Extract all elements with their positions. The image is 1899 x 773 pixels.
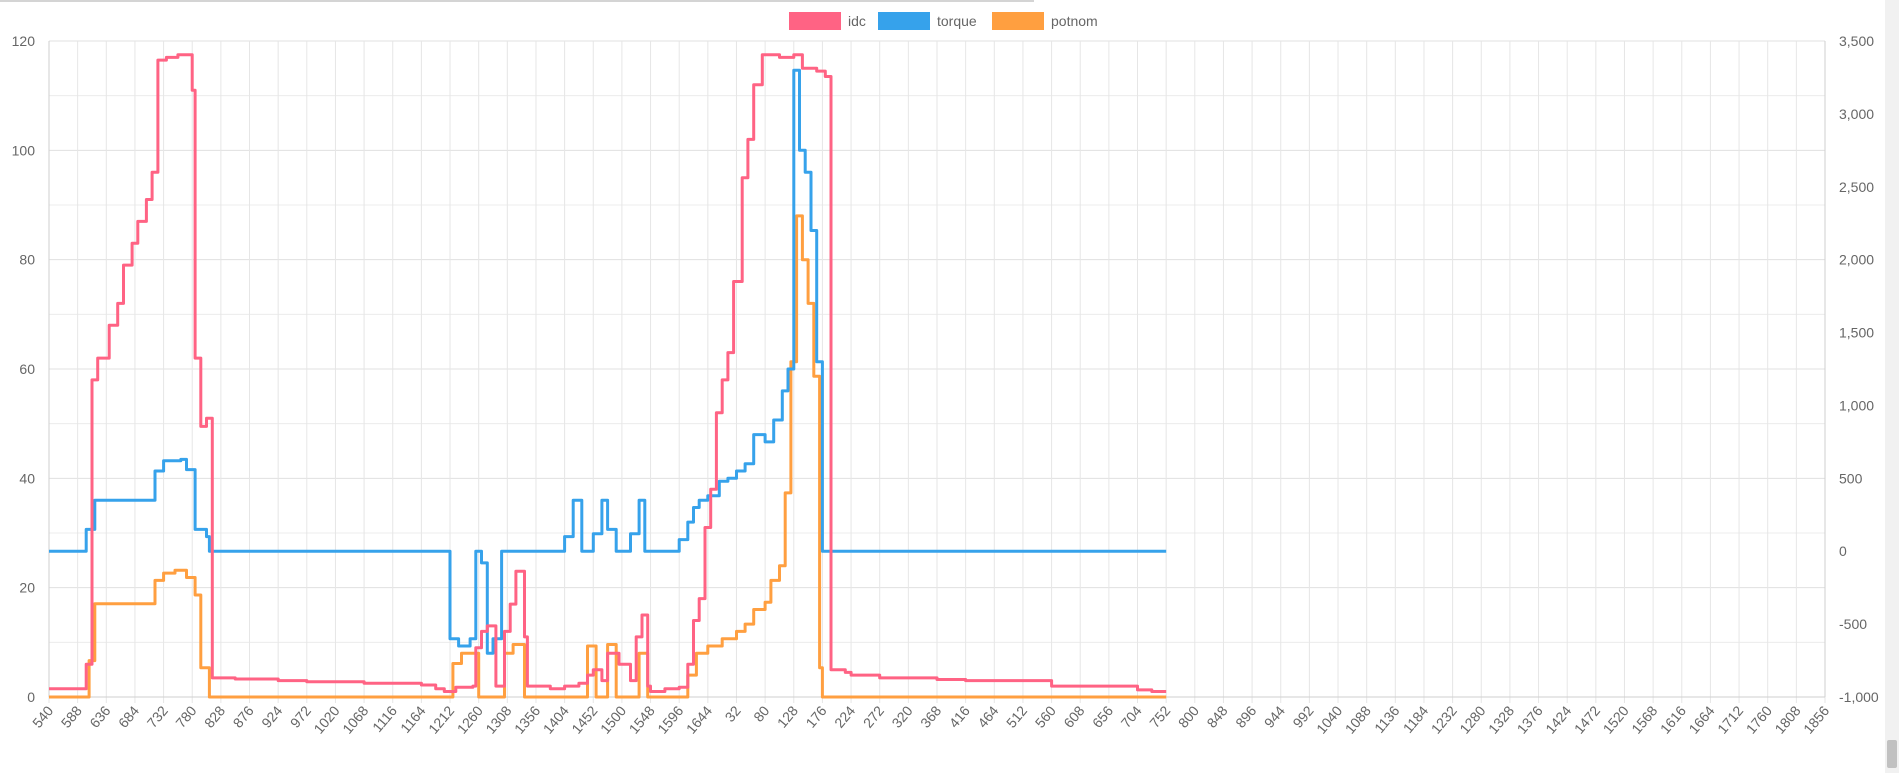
x-tick-label: 80 bbox=[750, 702, 772, 724]
x-tick-label: 320 bbox=[888, 702, 915, 730]
legend-swatch-torque bbox=[878, 12, 930, 30]
x-tick-label: 704 bbox=[1118, 702, 1145, 730]
x-tick-label: 1068 bbox=[339, 702, 371, 736]
x-tick-label: 608 bbox=[1060, 702, 1087, 730]
x-tick-label: 780 bbox=[172, 702, 199, 730]
legend-swatch-potnom bbox=[992, 12, 1044, 30]
series-line-idc bbox=[49, 53, 1167, 693]
x-tick-label: 1712 bbox=[1714, 702, 1746, 736]
x-tick-label: 1260 bbox=[454, 702, 486, 736]
x-tick-label: 588 bbox=[58, 702, 85, 730]
legend-label-potnom: potnom bbox=[1051, 13, 1098, 29]
x-tick-label: 1664 bbox=[1685, 702, 1717, 736]
x-tick-label: 876 bbox=[230, 702, 257, 730]
x-tick-label: 272 bbox=[860, 702, 887, 730]
x-tick-label: 800 bbox=[1175, 702, 1202, 730]
x-tick-label: 1644 bbox=[683, 702, 715, 736]
x-tick-label: 1116 bbox=[369, 702, 400, 735]
x-tick-label: 656 bbox=[1089, 702, 1116, 730]
legend-label-idc: idc bbox=[848, 13, 866, 29]
x-tick-label: 1280 bbox=[1456, 702, 1488, 736]
scrollbar-thumb[interactable] bbox=[1887, 740, 1897, 768]
x-tick-label: 636 bbox=[86, 702, 113, 730]
x-tick-label: 1356 bbox=[511, 702, 543, 736]
y-right-tick-label: 1,500 bbox=[1839, 325, 1874, 341]
x-tick-label: 1452 bbox=[568, 702, 600, 736]
y-right-tick-label: 2,000 bbox=[1839, 252, 1874, 268]
x-tick-label: 1568 bbox=[1628, 702, 1660, 736]
x-tick-label: 1184 bbox=[1400, 702, 1432, 736]
y-right-tick-label: 2,500 bbox=[1839, 179, 1874, 195]
series-line-torque bbox=[49, 68, 1167, 655]
x-tick-label: 924 bbox=[258, 702, 285, 730]
y-right-tick-label: -1,000 bbox=[1839, 689, 1879, 705]
x-tick-label: 1040 bbox=[1313, 702, 1345, 736]
x-tick-label: 848 bbox=[1203, 702, 1230, 730]
x-tick-label: 1548 bbox=[626, 702, 658, 736]
x-tick-label: 416 bbox=[946, 702, 973, 730]
x-tick-label: 1328 bbox=[1485, 702, 1517, 736]
x-tick-label: 1308 bbox=[482, 702, 514, 736]
series-line-potnom bbox=[49, 214, 1167, 699]
x-tick-label: 1808 bbox=[1771, 702, 1803, 736]
x-tick-label: 224 bbox=[831, 702, 858, 730]
y-left-tick-label: 40 bbox=[19, 470, 35, 486]
x-tick-label: 1424 bbox=[1542, 702, 1574, 736]
x-tick-label: 1472 bbox=[1571, 702, 1603, 736]
x-tick-label: 368 bbox=[917, 702, 944, 730]
x-tick-label: 1404 bbox=[540, 702, 572, 736]
y-left-tick-label: 120 bbox=[12, 33, 36, 49]
x-tick-label: 732 bbox=[144, 702, 171, 730]
x-tick-label: 1164 bbox=[397, 702, 429, 736]
vertical-scrollbar[interactable] bbox=[1885, 0, 1899, 773]
y-left-tick-label: 100 bbox=[12, 142, 36, 158]
y-left-tick-label: 20 bbox=[19, 580, 35, 596]
x-tick-label: 540 bbox=[29, 702, 56, 730]
x-tick-label: 1616 bbox=[1657, 702, 1689, 736]
x-tick-label: 560 bbox=[1032, 702, 1059, 730]
x-tick-label: 1856 bbox=[1800, 702, 1832, 736]
x-tick-label: 828 bbox=[201, 702, 228, 730]
x-tick-label: 1500 bbox=[597, 702, 629, 736]
x-tick-label: 128 bbox=[774, 702, 801, 730]
y-left-tick-label: 60 bbox=[19, 361, 35, 377]
y-left-tick-label: 80 bbox=[19, 252, 35, 268]
x-tick-label: 176 bbox=[802, 702, 829, 730]
y-right-tick-label: 500 bbox=[1839, 470, 1863, 486]
x-tick-label: 512 bbox=[1003, 702, 1030, 730]
x-tick-label: 464 bbox=[974, 702, 1001, 730]
x-tick-label: 1596 bbox=[654, 702, 686, 736]
x-tick-label: 32 bbox=[722, 702, 744, 724]
legend-label-torque: torque bbox=[937, 13, 977, 29]
x-tick-label: 1520 bbox=[1599, 702, 1631, 736]
x-tick-label: 1212 bbox=[425, 702, 457, 736]
x-tick-label: 944 bbox=[1261, 702, 1288, 730]
y-right-tick-label: 1,000 bbox=[1839, 397, 1874, 413]
x-tick-label: 1376 bbox=[1514, 702, 1546, 736]
legend-swatch-idc bbox=[789, 12, 841, 30]
y-right-tick-label: 3,000 bbox=[1839, 106, 1874, 122]
top-border-line bbox=[0, 0, 1034, 2]
y-right-tick-label: 3,500 bbox=[1839, 33, 1874, 49]
y-left-tick-label: 0 bbox=[27, 689, 35, 705]
x-tick-label: 752 bbox=[1146, 702, 1173, 730]
x-tick-label: 1136 bbox=[1371, 702, 1403, 736]
y-right-tick-label: 0 bbox=[1839, 543, 1847, 559]
x-tick-label: 896 bbox=[1232, 702, 1259, 730]
y-right-tick-label: -500 bbox=[1839, 616, 1867, 632]
x-tick-label: 1020 bbox=[310, 702, 342, 736]
x-tick-label: 1232 bbox=[1428, 702, 1460, 736]
x-tick-label: 684 bbox=[115, 702, 142, 730]
x-tick-label: 1088 bbox=[1342, 702, 1374, 736]
x-tick-label: 1760 bbox=[1743, 702, 1775, 736]
